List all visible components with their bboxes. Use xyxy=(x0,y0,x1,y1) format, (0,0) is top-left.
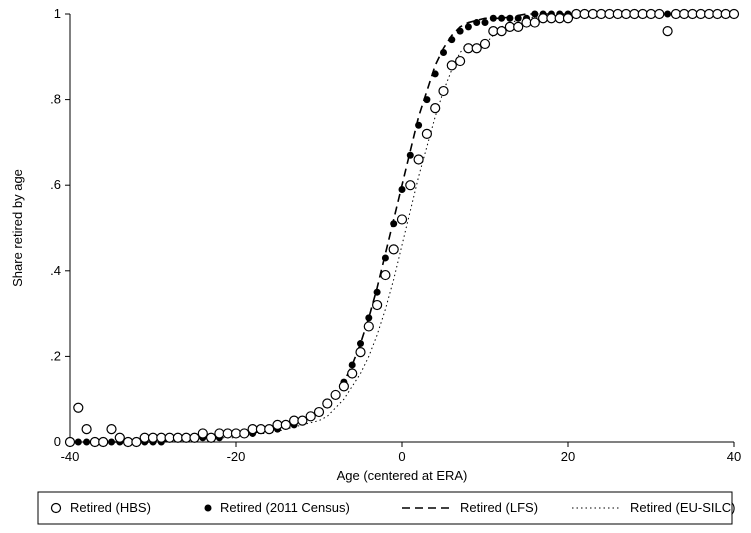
x-axis-title: Age (centered at ERA) xyxy=(337,468,468,483)
y-tick-label: 1 xyxy=(54,6,61,21)
legend-label-lfs: Retired (LFS) xyxy=(460,500,538,515)
x-tick-label: 40 xyxy=(727,449,741,464)
legend-marker-hbs xyxy=(52,504,61,513)
legend-marker-census xyxy=(205,505,212,512)
x-tick-label: -40 xyxy=(61,449,80,464)
y-tick-label: .8 xyxy=(50,92,61,107)
chart-frame: 0 .2 .4 .6 .8 1 -40 -20 0 20 40 Age (centered at ER… xyxy=(0,0,751,533)
y-tick-label: .2 xyxy=(50,348,61,363)
x-tick-label: -20 xyxy=(227,449,246,464)
chart-svg: 0 .2 .4 .6 .8 1 -40 -20 0 20 40 Age (centered at ER… xyxy=(0,0,751,533)
y-axis-title: Share retired by age xyxy=(10,169,25,287)
legend-label-eusilc: Retired (EU-SILC) xyxy=(630,500,735,515)
y-tick-label: .4 xyxy=(50,263,61,278)
x-tick-label: 0 xyxy=(398,449,405,464)
y-tick-label: .6 xyxy=(50,177,61,192)
legend-label-census: Retired (2011 Census) xyxy=(220,500,350,515)
y-tick-label: 0 xyxy=(54,434,61,449)
legend-label-hbs: Retired (HBS) xyxy=(70,500,151,515)
x-tick-label: 20 xyxy=(561,449,575,464)
